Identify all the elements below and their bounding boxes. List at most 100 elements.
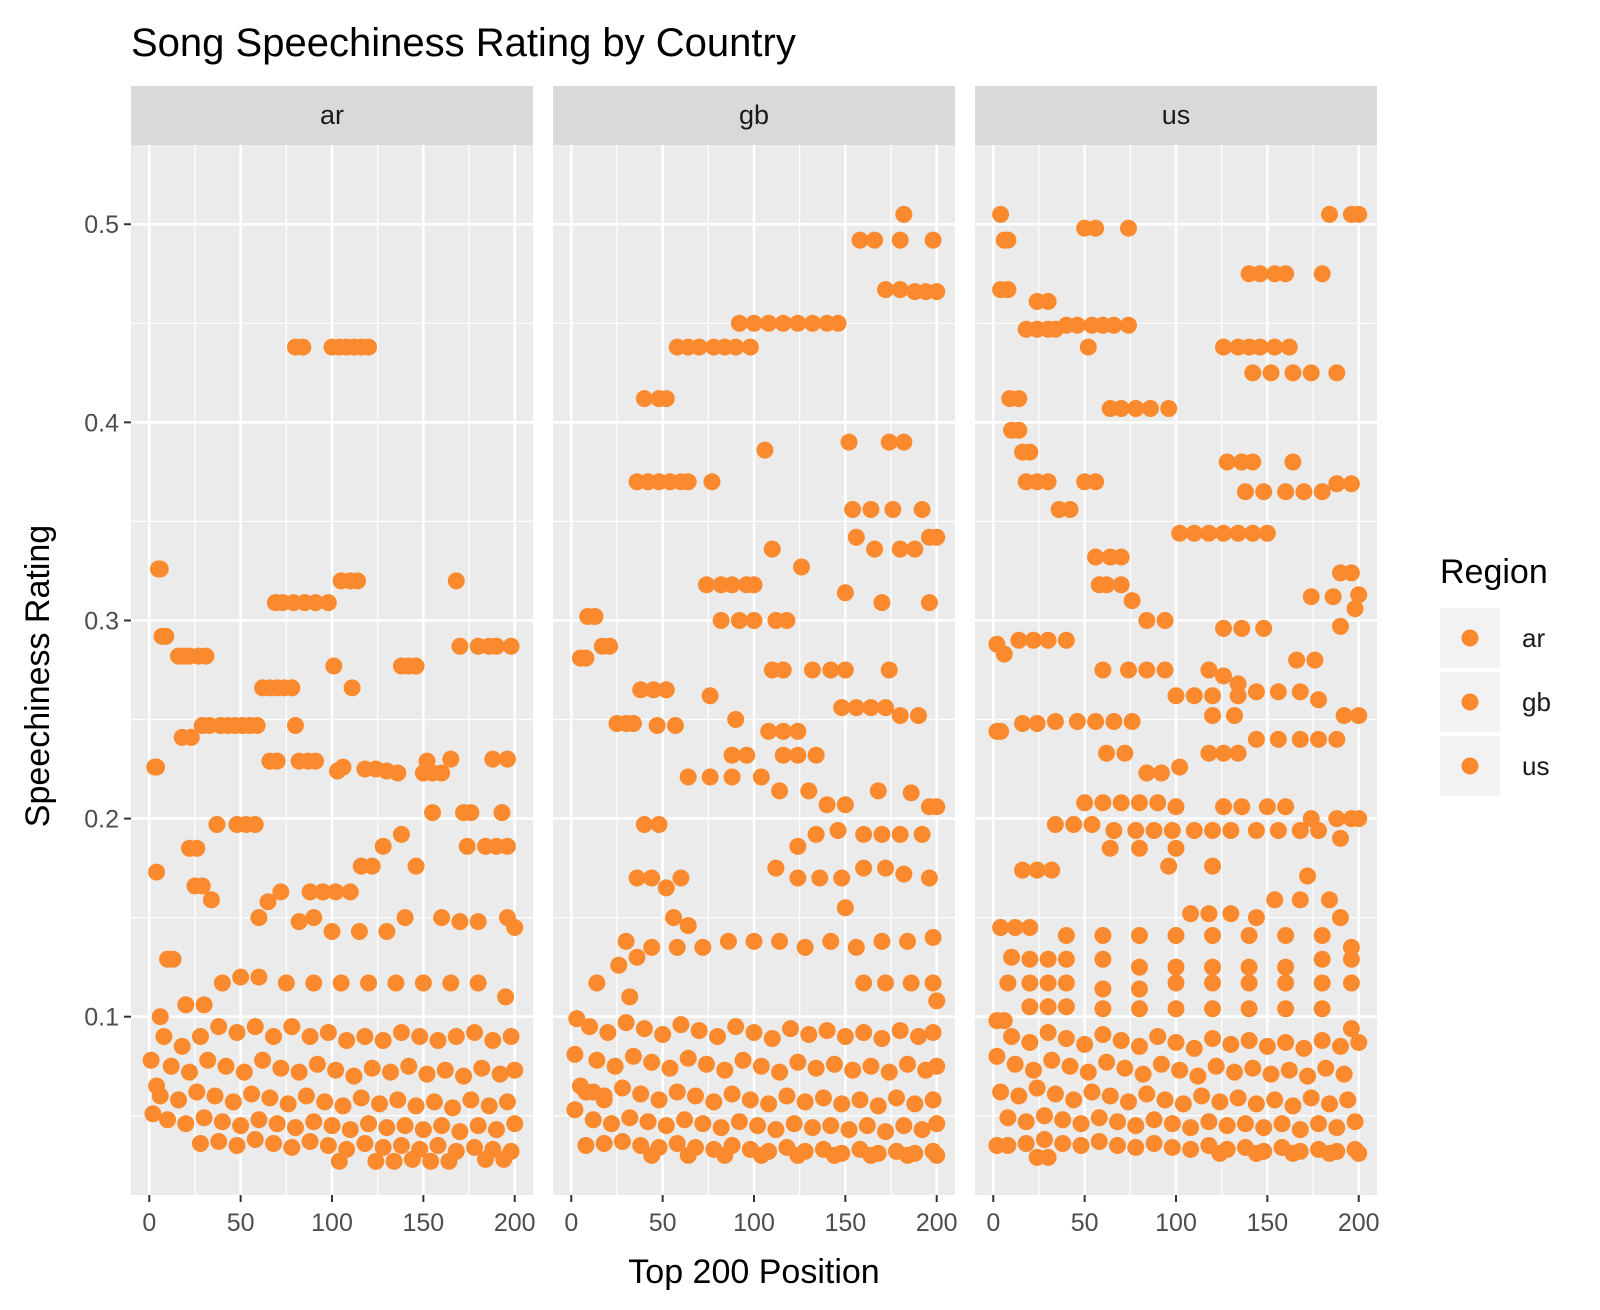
facet-panel-us: us 0 50 100 150 200 — [975, 86, 1380, 1237]
data-point — [1295, 1039, 1313, 1057]
data-point — [1346, 1113, 1364, 1131]
data-point — [1185, 687, 1203, 705]
data-point — [1149, 794, 1167, 812]
data-point — [793, 558, 811, 576]
data-point — [694, 1115, 712, 1133]
data-point — [403, 1150, 421, 1168]
data-point — [1152, 1055, 1170, 1073]
data-point — [307, 752, 325, 770]
data-point — [1247, 821, 1265, 839]
data-point — [1094, 926, 1112, 944]
data-point — [498, 750, 516, 768]
legend-label: ar — [1522, 623, 1545, 653]
data-point — [1215, 524, 1233, 542]
data-point — [822, 661, 840, 679]
data-point — [672, 869, 690, 887]
data-point — [880, 661, 898, 679]
x-tick-label: 0 — [564, 1209, 578, 1237]
data-point — [1218, 1117, 1236, 1135]
data-point — [800, 1026, 818, 1044]
data-point — [1262, 1065, 1280, 1083]
data-point — [895, 865, 913, 883]
data-point — [497, 988, 515, 1006]
data-point — [1240, 1031, 1258, 1049]
data-point — [1039, 293, 1057, 311]
data-point — [1021, 1033, 1039, 1051]
data-point — [429, 1031, 447, 1049]
data-point — [1313, 974, 1331, 992]
data-point — [803, 1119, 821, 1137]
data-point — [1335, 1065, 1353, 1083]
data-point — [635, 390, 653, 408]
data-point — [208, 816, 226, 834]
data-point — [767, 859, 785, 877]
data-point — [206, 1087, 224, 1105]
facet-panel-gb: gb 0 50 100 150 200 — [553, 86, 958, 1237]
data-point — [1138, 611, 1156, 629]
data-point — [891, 231, 909, 249]
data-point — [484, 1031, 502, 1049]
data-point — [352, 857, 370, 875]
data-point — [254, 1051, 272, 1069]
data-point — [1072, 1136, 1090, 1154]
data-point — [1229, 744, 1247, 762]
data-point — [424, 804, 441, 822]
data-point — [1098, 1053, 1116, 1071]
data-point — [741, 338, 759, 356]
data-point — [1079, 338, 1097, 356]
x-tick-label: 50 — [1071, 1209, 1099, 1237]
data-point — [1116, 1059, 1134, 1077]
data-point — [877, 974, 895, 992]
data-point — [1039, 631, 1057, 649]
data-point — [606, 1057, 624, 1075]
data-point — [697, 576, 715, 594]
data-point — [734, 1051, 752, 1069]
y-tick-label: 0.2 — [84, 806, 119, 834]
data-point — [902, 974, 920, 992]
data-point — [283, 679, 301, 697]
data-point — [645, 681, 662, 699]
data-point — [259, 893, 277, 911]
data-point — [349, 572, 367, 590]
data-point — [151, 1008, 169, 1026]
data-point — [1255, 483, 1273, 501]
data-point — [1200, 524, 1218, 542]
data-point — [350, 923, 368, 941]
data-point — [422, 1152, 440, 1170]
data-point — [440, 1152, 458, 1170]
data-point — [774, 746, 792, 764]
data-point — [1266, 891, 1284, 909]
data-point — [895, 433, 913, 451]
data-point — [1094, 1000, 1112, 1018]
data-point — [1014, 861, 1032, 879]
data-point — [232, 968, 250, 986]
data-point — [272, 883, 290, 901]
data-point — [738, 746, 756, 764]
data-point — [999, 1136, 1017, 1154]
x-tick-label: 50 — [227, 1209, 255, 1237]
x-tick-label: 0 — [142, 1209, 156, 1237]
data-point — [643, 1053, 661, 1071]
data-point — [1160, 399, 1178, 417]
data-point — [1105, 821, 1123, 839]
data-point — [694, 938, 712, 956]
data-point — [1003, 948, 1021, 966]
data-point — [1090, 1109, 1108, 1127]
data-point — [1310, 1115, 1328, 1133]
data-point — [1277, 926, 1295, 944]
data-point — [1039, 473, 1057, 491]
data-point — [851, 231, 869, 249]
data-point — [789, 1053, 807, 1071]
data-point — [374, 1031, 392, 1049]
data-point — [1119, 219, 1137, 237]
data-point — [657, 1117, 675, 1135]
data-point — [595, 1087, 613, 1105]
data-point — [307, 594, 325, 612]
data-point — [327, 883, 345, 901]
data-point — [363, 1059, 381, 1077]
data-point — [635, 1020, 653, 1038]
data-point — [1152, 764, 1170, 782]
data-point — [1068, 713, 1086, 731]
y-axis-title: Speechiness Rating — [19, 525, 57, 827]
data-point — [1247, 683, 1265, 701]
